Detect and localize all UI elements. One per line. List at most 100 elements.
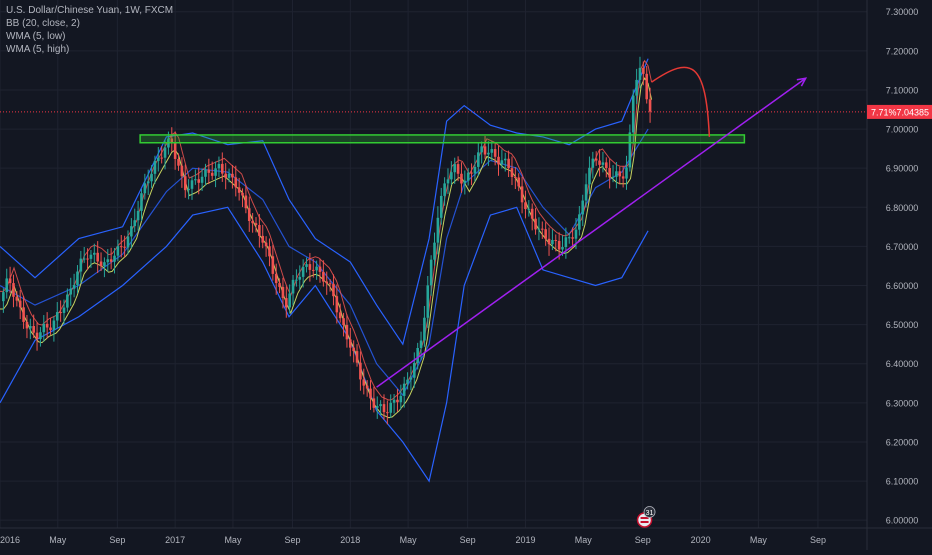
candle[interactable]: [490, 141, 494, 162]
candle[interactable]: [497, 145, 500, 176]
candle[interactable]: [160, 146, 163, 164]
candle[interactable]: [119, 235, 123, 258]
candle[interactable]: [96, 241, 99, 274]
candle[interactable]: [268, 238, 271, 267]
candle[interactable]: [500, 149, 504, 169]
candle[interactable]: [601, 151, 605, 173]
candle[interactable]: [332, 274, 335, 306]
candle[interactable]: [150, 165, 153, 188]
candle[interactable]: [180, 157, 184, 188]
candle[interactable]: [136, 200, 140, 231]
candle[interactable]: [126, 230, 130, 255]
candle[interactable]: [231, 165, 234, 189]
candle[interactable]: [648, 87, 652, 123]
candle[interactable]: [487, 141, 490, 166]
candle[interactable]: [274, 263, 278, 295]
candle[interactable]: [49, 318, 52, 335]
candle[interactable]: [389, 394, 393, 418]
projection-curve[interactable]: [651, 66, 711, 137]
candle[interactable]: [271, 244, 275, 281]
indicator-wma-low[interactable]: WMA (5, low): [6, 31, 66, 42]
candle[interactable]: [207, 158, 211, 185]
candle[interactable]: [221, 152, 224, 182]
candle[interactable]: [527, 200, 531, 217]
candle[interactable]: [66, 288, 69, 312]
candle[interactable]: [194, 169, 197, 185]
candle[interactable]: [470, 163, 473, 186]
candle[interactable]: [540, 221, 544, 239]
candle[interactable]: [187, 179, 190, 200]
candle[interactable]: [55, 302, 59, 329]
candle[interactable]: [8, 266, 12, 294]
candle[interactable]: [29, 318, 32, 340]
candle[interactable]: [52, 316, 56, 342]
candle[interactable]: [594, 151, 598, 166]
candle[interactable]: [588, 156, 591, 195]
candle[interactable]: [399, 384, 403, 410]
candle[interactable]: [355, 344, 359, 367]
candle[interactable]: [170, 127, 174, 152]
candle[interactable]: [645, 66, 649, 104]
candle[interactable]: [423, 306, 426, 347]
candle[interactable]: [301, 259, 305, 288]
candle[interactable]: [618, 166, 622, 185]
candle[interactable]: [517, 173, 521, 192]
candle[interactable]: [264, 236, 268, 257]
candle[interactable]: [345, 314, 349, 348]
trendline[interactable]: [376, 77, 807, 388]
candle[interactable]: [453, 157, 457, 184]
candle[interactable]: [173, 131, 177, 170]
candle[interactable]: [254, 217, 258, 233]
candle[interactable]: [93, 243, 96, 263]
candle[interactable]: [86, 248, 89, 271]
candle[interactable]: [335, 284, 339, 324]
candle[interactable]: [244, 185, 248, 214]
candle[interactable]: [604, 157, 608, 178]
candle[interactable]: [227, 168, 231, 183]
candle[interactable]: [591, 151, 595, 179]
candle[interactable]: [581, 194, 585, 227]
candle[interactable]: [261, 224, 265, 249]
candle[interactable]: [25, 314, 29, 339]
candle[interactable]: [372, 386, 376, 413]
candle[interactable]: [32, 314, 35, 338]
candle[interactable]: [295, 269, 298, 287]
candle[interactable]: [22, 296, 25, 329]
candle[interactable]: [305, 257, 308, 273]
candle[interactable]: [638, 56, 642, 89]
candle[interactable]: [564, 227, 568, 259]
candle[interactable]: [214, 161, 217, 188]
candle[interactable]: [352, 340, 355, 363]
candle[interactable]: [210, 161, 214, 180]
candle[interactable]: [456, 156, 460, 182]
candle[interactable]: [621, 166, 625, 188]
candle[interactable]: [237, 177, 241, 201]
candle[interactable]: [45, 312, 49, 339]
candle[interactable]: [460, 162, 463, 193]
candle[interactable]: [416, 342, 419, 370]
candle[interactable]: [642, 61, 645, 86]
candle[interactable]: [544, 222, 547, 246]
candle[interactable]: [325, 271, 329, 295]
candle[interactable]: [551, 229, 554, 251]
candle[interactable]: [153, 155, 157, 184]
candle[interactable]: [554, 234, 558, 252]
candle[interactable]: [382, 394, 386, 420]
candle[interactable]: [281, 277, 285, 309]
candle[interactable]: [608, 159, 611, 189]
candle[interactable]: [365, 380, 369, 397]
candle[interactable]: [342, 312, 345, 337]
candle[interactable]: [386, 400, 389, 425]
candle[interactable]: [611, 165, 615, 183]
candle[interactable]: [429, 255, 433, 296]
candle[interactable]: [510, 156, 514, 186]
candle[interactable]: [82, 247, 86, 263]
candle[interactable]: [584, 173, 588, 208]
candle[interactable]: [503, 152, 507, 172]
candle[interactable]: [409, 366, 413, 391]
candle[interactable]: [322, 260, 325, 287]
candle[interactable]: [537, 217, 541, 241]
candle[interactable]: [140, 188, 143, 222]
